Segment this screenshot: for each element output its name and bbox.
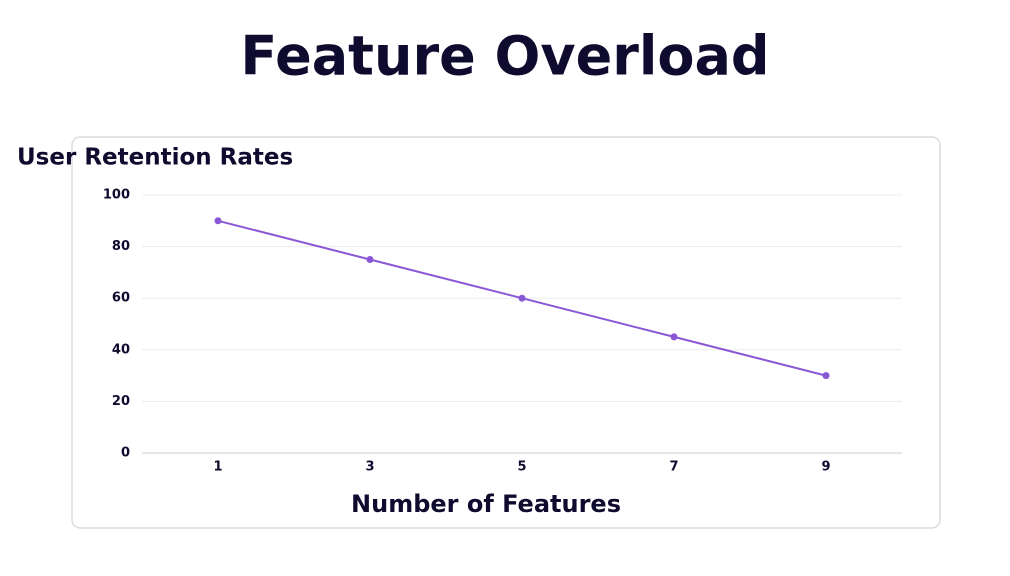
- y-tick-label: 0: [121, 446, 130, 461]
- data-point: [518, 294, 526, 302]
- chart-card: [71, 136, 941, 529]
- x-tick-label: 5: [517, 460, 526, 475]
- y-tick-label: 80: [112, 239, 130, 254]
- data-point: [822, 372, 830, 380]
- y-tick-label: 100: [103, 188, 130, 203]
- x-tick-label: 9: [821, 460, 830, 475]
- data-point: [214, 217, 222, 225]
- page-title: Feature Overload: [240, 25, 769, 88]
- data-point: [670, 333, 678, 341]
- data-point: [366, 256, 374, 263]
- x-tick-label: 3: [365, 460, 374, 475]
- y-tick-label: 40: [112, 342, 130, 357]
- x-axis-label: Number of Features: [351, 490, 621, 518]
- chart-title: User Retention Rates: [17, 145, 293, 171]
- x-tick-label: 7: [669, 460, 678, 475]
- y-tick-label: 20: [112, 394, 130, 409]
- y-tick-label: 60: [112, 291, 130, 306]
- x-tick-label: 1: [213, 460, 222, 475]
